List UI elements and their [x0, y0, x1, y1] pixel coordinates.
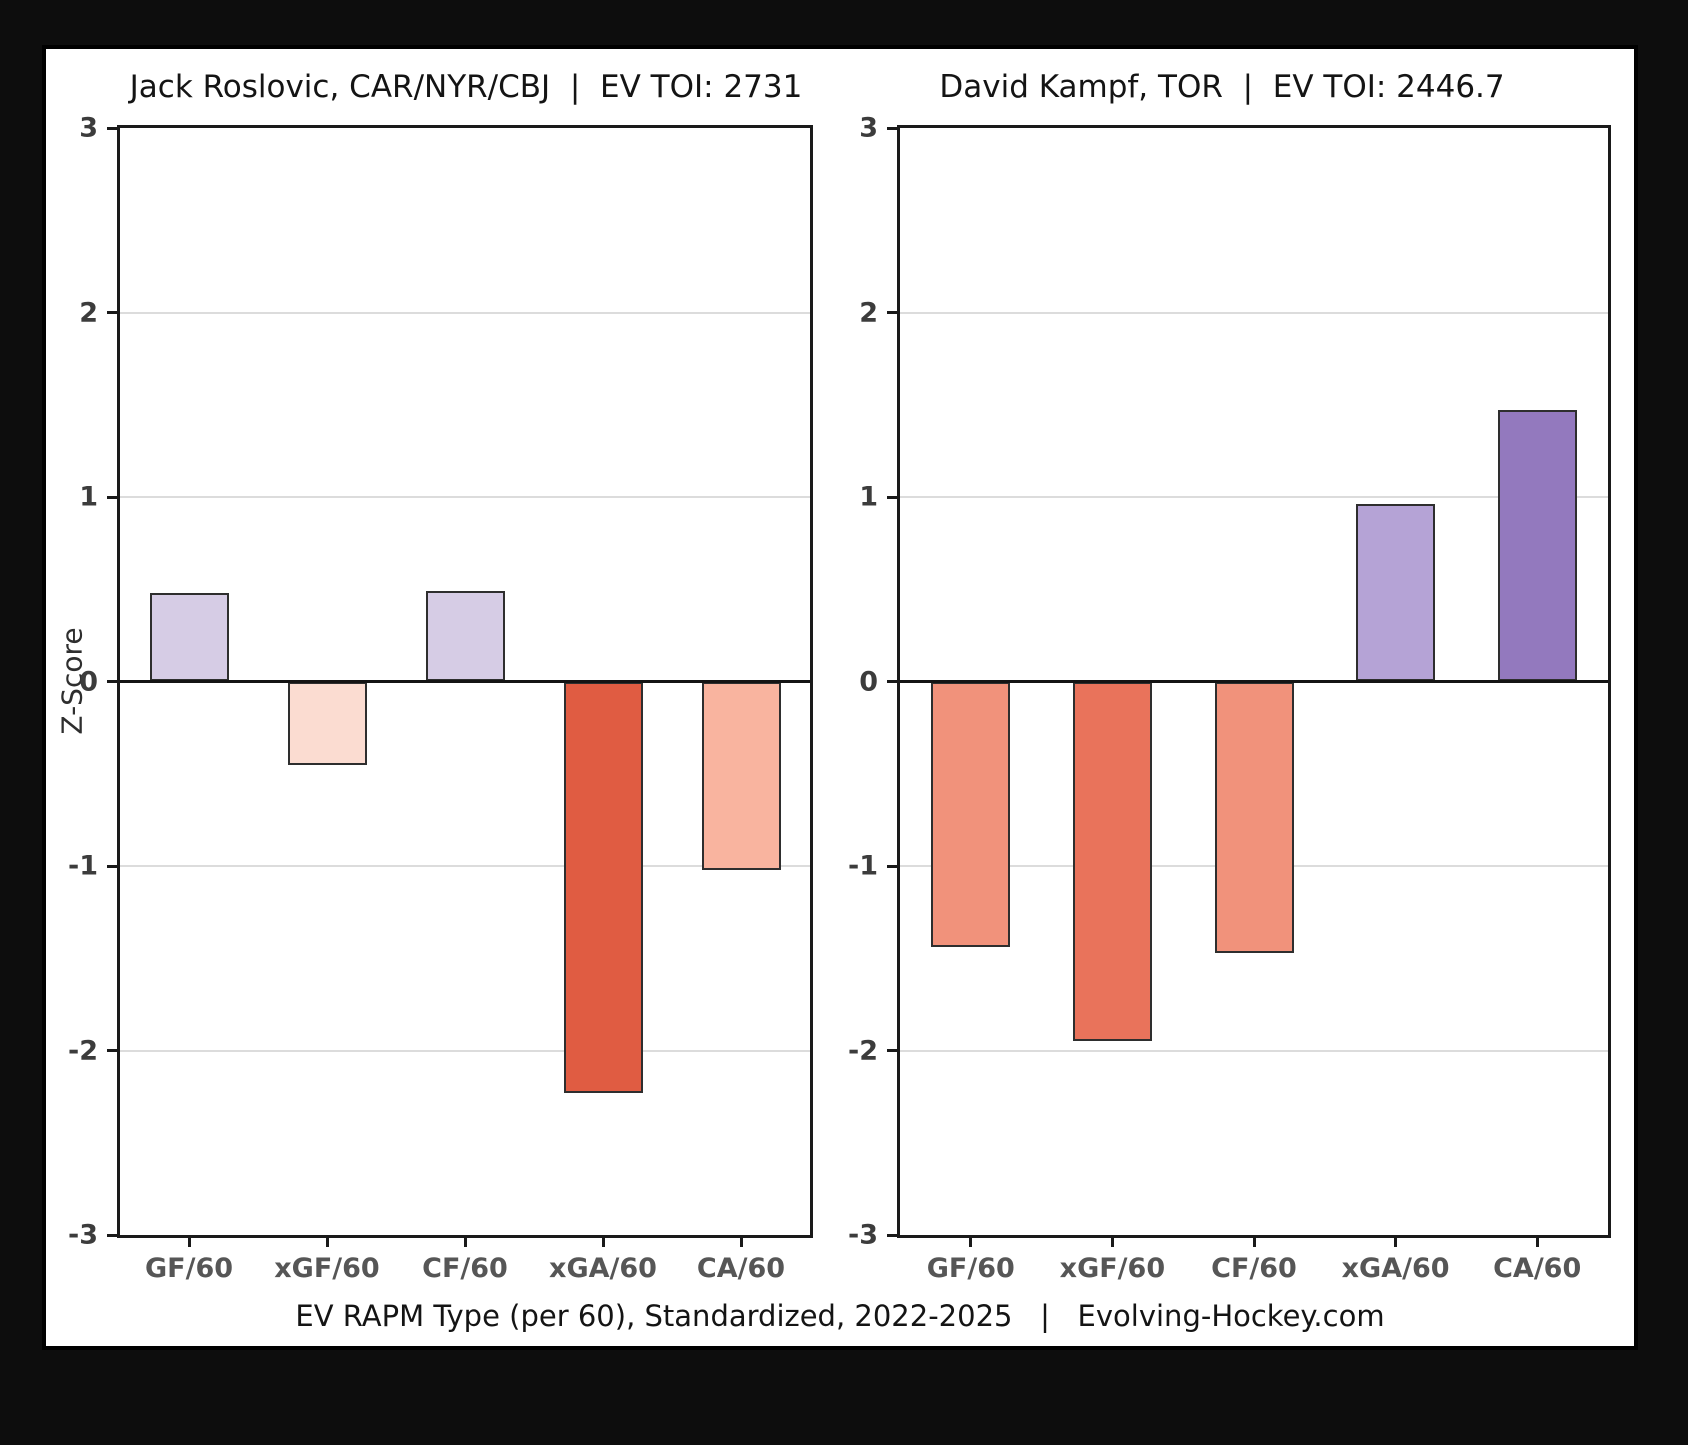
x-tick-label: xGF/60 — [1059, 1253, 1166, 1284]
y-tick-mark — [887, 311, 897, 314]
y-tick-mark — [107, 1049, 117, 1052]
y-tick-label: 1 — [79, 481, 98, 513]
x-tick-label: GF/60 — [926, 1253, 1015, 1284]
figure-panel: Jack Roslovic, CAR/NYR/CBJ | EV TOI: 273… — [42, 45, 1638, 1350]
gridline — [900, 1049, 1608, 1052]
y-tick-mark — [107, 311, 117, 314]
y-tick-label: 2 — [859, 297, 878, 328]
x-tick-label: xGA/60 — [1341, 1253, 1450, 1284]
x-tick-mark — [463, 1238, 467, 1247]
y-tick-mark — [887, 1049, 897, 1052]
y-tick-mark — [887, 864, 897, 868]
y-tick-label: -1 — [848, 850, 878, 882]
bar-ca60 — [1497, 410, 1577, 682]
bar-xga60 — [563, 681, 643, 1093]
x-tick-mark — [969, 1238, 973, 1247]
x-tick-label: GF/60 — [144, 1253, 234, 1284]
gridline — [120, 311, 810, 314]
x-tick-mark — [187, 1238, 191, 1247]
y-tick-mark — [107, 126, 117, 130]
x-tick-label: CA/60 — [696, 1253, 786, 1284]
y-tick-label: -2 — [68, 1035, 98, 1066]
y-tick-label: 3 — [859, 112, 878, 144]
y-tick-mark — [107, 495, 117, 499]
bar-xgf60 — [1072, 681, 1152, 1042]
y-tick-label: -3 — [68, 1219, 98, 1251]
x-tick-label: xGA/60 — [549, 1253, 657, 1284]
x-tick-mark — [325, 1238, 329, 1247]
y-tick-label: 0 — [79, 666, 98, 697]
gridline — [900, 496, 1608, 498]
plot-area-right: 3 2 1 0 -1 -2 -3 GF/60 xGF/60 CF/60 xGA/60 CA/60 — [848, 113, 1611, 1284]
y-tick-label: 0 — [859, 666, 878, 697]
bar-xgf60 — [287, 681, 367, 765]
zero-line — [120, 680, 810, 683]
bar-ca60 — [701, 681, 781, 870]
chart-title-left: Jack Roslovic, CAR/NYR/CBJ | EV TOI: 273… — [129, 69, 803, 105]
x-tick-label: CA/60 — [1493, 1253, 1582, 1284]
x-tick-label: xGF/60 — [274, 1253, 380, 1284]
y-tick-mark — [107, 680, 117, 683]
y-tick-label: -3 — [848, 1219, 878, 1251]
gridline — [120, 496, 810, 498]
chart-title-right: David Kampf, TOR | EV TOI: 2446.7 — [939, 69, 1505, 105]
x-tick-mark — [1394, 1238, 1398, 1247]
x-tick-label: CF/60 — [422, 1253, 508, 1284]
figure-caption: EV RAPM Type (per 60), Standardized, 202… — [295, 1299, 1385, 1333]
zero-line — [900, 680, 1608, 683]
x-tick-mark — [739, 1238, 743, 1247]
y-tick-label: -1 — [68, 850, 98, 882]
y-tick-label: -2 — [848, 1035, 878, 1066]
bar-cf60 — [1214, 681, 1294, 953]
bar-gf60 — [149, 592, 229, 682]
y-tick-label: 1 — [859, 481, 878, 513]
y-tick-mark — [887, 495, 897, 499]
y-tick-mark — [887, 1233, 897, 1237]
y-tick-mark — [107, 864, 117, 868]
bar-xga60 — [1356, 504, 1436, 682]
plot-area-left: 3 2 1 0 -1 -2 -3 GF/60 xGF/60 CF/60 xGA/60 CA/60 — [68, 113, 813, 1284]
x-tick-mark — [1252, 1238, 1256, 1247]
gridline — [900, 311, 1608, 314]
bar-gf60 — [931, 681, 1011, 948]
x-tick-mark — [601, 1238, 605, 1247]
x-tick-label: CF/60 — [1211, 1253, 1297, 1284]
x-tick-mark — [1535, 1238, 1539, 1247]
x-tick-mark — [1110, 1238, 1114, 1247]
y-tick-mark — [887, 126, 897, 130]
gridline — [120, 865, 810, 867]
y-tick-mark — [887, 680, 897, 683]
gridline — [120, 1049, 810, 1052]
y-tick-mark — [107, 1233, 117, 1237]
bar-cf60 — [425, 591, 505, 682]
y-tick-label: 2 — [79, 297, 98, 328]
y-tick-label: 3 — [79, 112, 98, 144]
